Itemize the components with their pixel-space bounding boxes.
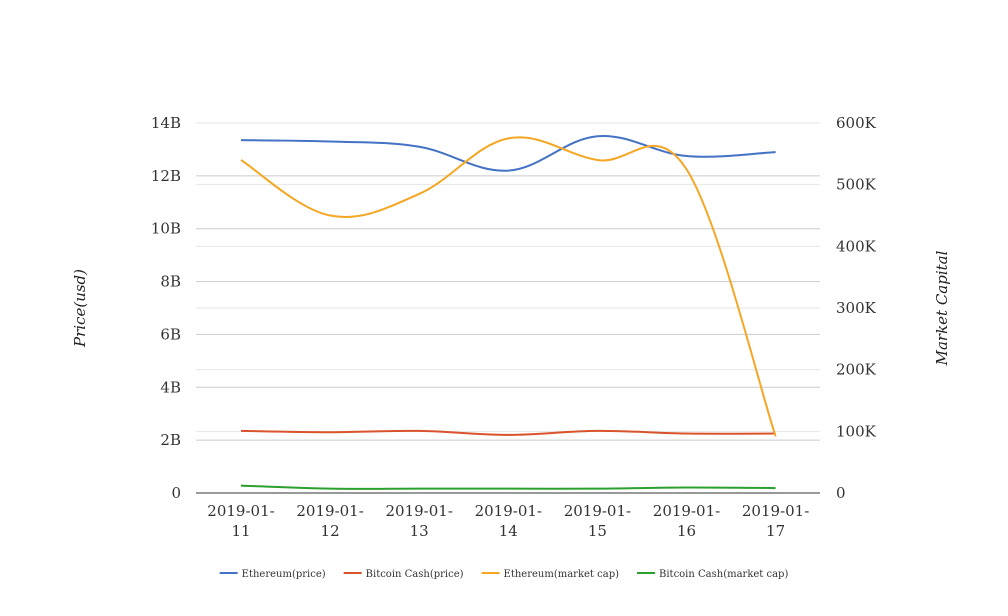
series-line-bitcoin-cash-market-cap xyxy=(240,484,776,490)
series-line-ethereum-price xyxy=(240,135,776,172)
legend-label: Bitcoin Cash(market cap) xyxy=(659,569,788,580)
left-tick-label: 4B xyxy=(160,378,181,396)
right-tick-label: 300K xyxy=(836,299,877,317)
legend[interactable]: Ethereum(price) Bitcoin Cash(price) Ethere… xyxy=(219,569,789,580)
grid-lines xyxy=(196,122,820,441)
series-line-ethereum-market-cap xyxy=(240,136,777,437)
left-tick-label: 2B xyxy=(160,431,181,449)
legend-label: Ethereum(market cap) xyxy=(504,569,620,580)
left-axis: 0 2B 4B 6B 8B 10B 12B 14B xyxy=(151,114,181,502)
x-tick-label: 2019-01-12 xyxy=(296,502,363,540)
right-axis-title: Market Capital xyxy=(933,250,951,366)
right-tick-label: 200K xyxy=(836,361,877,379)
legend-item[interactable]: Bitcoin Cash(market cap) xyxy=(637,569,788,580)
x-tick-label: 2019-01-13 xyxy=(385,502,452,540)
series-line-bitcoin-cash-price xyxy=(240,429,776,436)
right-tick-label: 0 xyxy=(836,484,846,502)
series-lines xyxy=(240,135,777,490)
x-tick-label: 2019-01-17 xyxy=(742,502,809,540)
x-tick-label: 2019-01-16 xyxy=(653,502,720,540)
legend-item[interactable]: Ethereum(price) xyxy=(219,569,326,580)
x-tick-label: 2019-01-11 xyxy=(207,502,274,540)
right-axis: 0 100K 200K 300K 400K 500K 600K xyxy=(836,114,877,502)
right-tick-label: 400K xyxy=(836,237,877,255)
legend-label: Ethereum(price) xyxy=(242,569,326,580)
left-tick-label: 10B xyxy=(151,220,181,238)
legend-item[interactable]: Bitcoin Cash(price) xyxy=(343,569,464,580)
right-tick-label: 100K xyxy=(836,422,877,440)
left-tick-label: 8B xyxy=(160,273,181,291)
left-axis-title: Price(usd) xyxy=(71,269,89,348)
right-tick-label: 600K xyxy=(836,114,877,132)
left-tick-label: 12B xyxy=(151,167,181,185)
legend-label: Bitcoin Cash(price) xyxy=(366,569,464,580)
x-tick-label: 2019-01-15 xyxy=(564,502,631,540)
x-axis: 2019-01-11 2019-01-12 2019-01-13 2019-01-14… xyxy=(207,502,809,540)
x-tick-label: 2019-01-14 xyxy=(475,502,542,540)
legend-item[interactable]: Ethereum(market cap) xyxy=(481,569,620,580)
left-tick-label: 14B xyxy=(151,114,181,132)
left-tick-label: 0 xyxy=(171,484,181,502)
left-tick-label: 6B xyxy=(160,325,181,343)
right-tick-label: 500K xyxy=(836,176,877,194)
